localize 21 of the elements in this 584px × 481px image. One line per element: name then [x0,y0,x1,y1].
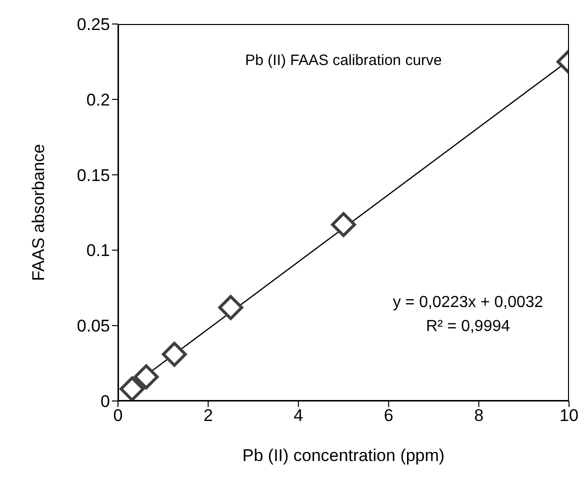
x-tick-label: 4 [294,406,304,426]
point [162,342,187,367]
x-axis-title: Pb (II) concentration (ppm) [242,446,445,465]
x-tick-label: 0 [113,406,123,426]
y-tick-label: 0.15 [76,166,110,185]
x-tick-label: 2 [203,406,213,426]
y-tick-label: 0.25 [76,15,110,34]
y-axis-title: FAAS absorbance [29,144,48,282]
x-tick-label: 6 [384,406,394,426]
point [134,364,159,390]
y-tick-label: 0.05 [76,316,110,336]
text: Pb (II) FAAS calibration curve [244,52,443,69]
x-tick-label: 8 [474,406,484,426]
point [218,295,244,320]
point [120,376,145,401]
x-tick-label: 10 [560,406,578,426]
annotation: R² = 0,9994 [424,318,512,336]
y-tick-label: 0.1 [86,241,110,260]
y-tick-label: 0 [100,392,110,412]
y-tick-label: 0.2 [86,90,110,110]
annotation: y = 0,0223x + 0,0032 [392,294,544,312]
